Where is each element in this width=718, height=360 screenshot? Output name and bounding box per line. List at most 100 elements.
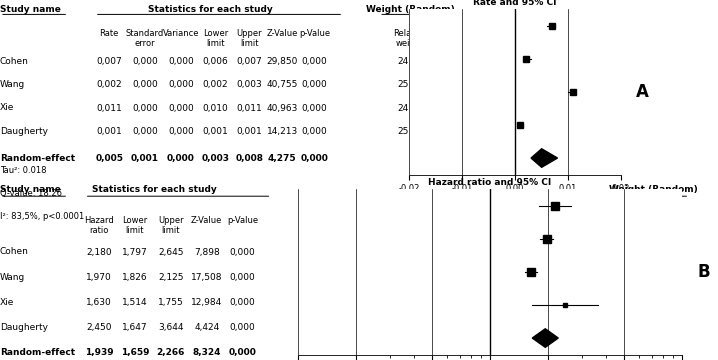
Text: Weight (Random): Weight (Random): [609, 185, 698, 194]
Text: 0,002: 0,002: [96, 80, 122, 89]
Text: Xie: Xie: [0, 298, 14, 307]
Text: 1,970: 1,970: [86, 273, 112, 282]
Text: 0,000: 0,000: [168, 104, 194, 112]
Text: Lower
limit: Lower limit: [122, 216, 148, 235]
Text: Cohen: Cohen: [0, 57, 29, 66]
Text: 0,001: 0,001: [131, 154, 159, 163]
Text: 2,450: 2,450: [86, 323, 112, 332]
Text: 23,08: 23,08: [640, 248, 666, 256]
Text: 0,011: 0,011: [236, 104, 262, 112]
Text: 17,508: 17,508: [191, 273, 223, 282]
Text: 0,000: 0,000: [230, 248, 256, 256]
Text: Study name: Study name: [0, 185, 61, 194]
Text: 7,898: 7,898: [194, 248, 220, 256]
Text: 12,984: 12,984: [191, 298, 223, 307]
Text: 10,78: 10,78: [640, 323, 666, 332]
Text: Tau²: 0.018: Tau²: 0.018: [0, 166, 47, 175]
Text: 0,000: 0,000: [301, 154, 328, 163]
Text: 3,644: 3,644: [158, 323, 184, 332]
Title: Rate and 95% CI: Rate and 95% CI: [473, 0, 557, 7]
Text: Statistics for each study: Statistics for each study: [148, 5, 273, 14]
Text: 0,000: 0,000: [229, 348, 256, 357]
Text: Relative
weight: Relative weight: [393, 29, 427, 48]
Text: p-Value: p-Value: [227, 216, 258, 225]
Text: Study name: Study name: [0, 5, 61, 14]
Polygon shape: [531, 149, 557, 167]
Text: 0,000: 0,000: [132, 127, 158, 136]
Text: 1,939: 1,939: [85, 348, 113, 357]
Text: 0,000: 0,000: [168, 80, 194, 89]
Text: 0,005: 0,005: [95, 154, 123, 163]
Text: Q-value: 18.26: Q-value: 18.26: [0, 189, 62, 198]
Text: 0,000: 0,000: [132, 57, 158, 66]
Polygon shape: [532, 329, 559, 347]
Text: Relative
weight: Relative weight: [636, 216, 671, 235]
Text: Statistics for each study: Statistics for each study: [92, 185, 217, 194]
Text: 0,000: 0,000: [168, 127, 194, 136]
Text: 0,011: 0,011: [96, 104, 122, 112]
Text: Wang: Wang: [0, 80, 25, 89]
Text: Weight (Random): Weight (Random): [365, 5, 454, 14]
Text: 1,659: 1,659: [121, 348, 149, 357]
Title: Hazard ratio and 95% CI: Hazard ratio and 95% CI: [429, 178, 551, 187]
Text: 0,000: 0,000: [230, 298, 256, 307]
Text: 0,000: 0,000: [302, 57, 327, 66]
Text: Variance: Variance: [163, 29, 199, 38]
Text: Z-Value: Z-Value: [266, 29, 298, 38]
Text: 1,630: 1,630: [86, 298, 112, 307]
Text: 2,645: 2,645: [158, 248, 184, 256]
Text: 29,850: 29,850: [266, 57, 298, 66]
Text: 0,000: 0,000: [302, 80, 327, 89]
Text: 8,324: 8,324: [192, 348, 221, 357]
Text: Upper
limit: Upper limit: [158, 216, 184, 235]
Text: Xie: Xie: [0, 104, 14, 112]
Text: 40,755: 40,755: [266, 80, 298, 89]
Text: 0,000: 0,000: [302, 104, 327, 112]
Text: 2,266: 2,266: [157, 348, 185, 357]
Text: Lower
limit: Lower limit: [202, 29, 228, 48]
Text: 4,424: 4,424: [194, 323, 220, 332]
Text: 40,963: 40,963: [266, 104, 298, 112]
Text: 0,000: 0,000: [132, 104, 158, 112]
Text: 0,000: 0,000: [132, 80, 158, 89]
Text: 2,180: 2,180: [86, 248, 112, 256]
Text: 0,000: 0,000: [167, 154, 195, 163]
Text: 33,00: 33,00: [640, 273, 666, 282]
Text: 0,003: 0,003: [202, 154, 229, 163]
Text: 25,12: 25,12: [397, 127, 423, 136]
Text: 0,000: 0,000: [302, 127, 327, 136]
Text: p-Value: p-Value: [299, 29, 330, 38]
Text: 1,826: 1,826: [122, 273, 148, 282]
Text: 0,000: 0,000: [230, 273, 256, 282]
Text: 1,647: 1,647: [122, 323, 148, 332]
Text: Hazard
ratio: Hazard ratio: [84, 216, 114, 235]
Text: Wang: Wang: [0, 273, 25, 282]
Text: 0,010: 0,010: [202, 104, 228, 112]
Text: 4,275: 4,275: [268, 154, 297, 163]
Text: Standard
error: Standard error: [126, 29, 164, 48]
Text: 0,008: 0,008: [236, 154, 263, 163]
Text: B: B: [697, 263, 710, 281]
Text: 24,92: 24,92: [397, 57, 423, 66]
Text: 0,001: 0,001: [96, 127, 122, 136]
Text: Daugherty: Daugherty: [0, 323, 48, 332]
Text: I²: 83,5%, p<0.0001: I²: 83,5%, p<0.0001: [0, 212, 84, 221]
Text: Random-effect: Random-effect: [0, 154, 75, 163]
Text: 0,003: 0,003: [236, 80, 262, 89]
Text: Daugherty: Daugherty: [0, 127, 48, 136]
Text: 25,12: 25,12: [397, 80, 423, 89]
Text: Rate: Rate: [100, 29, 118, 38]
Text: 1,797: 1,797: [122, 248, 148, 256]
Text: 24,83: 24,83: [397, 104, 423, 112]
Text: Cohen: Cohen: [0, 248, 29, 256]
Text: 0,001: 0,001: [202, 127, 228, 136]
Text: 33,14: 33,14: [640, 298, 666, 307]
Text: 1,514: 1,514: [122, 298, 148, 307]
Text: 1,755: 1,755: [158, 298, 184, 307]
Text: 0,007: 0,007: [236, 57, 262, 66]
Text: 2,125: 2,125: [158, 273, 184, 282]
Text: Z-Value: Z-Value: [191, 216, 223, 225]
Text: 0,007: 0,007: [96, 57, 122, 66]
Text: 0,001: 0,001: [236, 127, 262, 136]
Text: 0,006: 0,006: [202, 57, 228, 66]
